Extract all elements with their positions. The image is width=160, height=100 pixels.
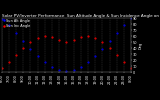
Line: Sun Inc Angle: Sun Inc Angle (1, 35, 132, 69)
Sun Inc Angle (22, 47, 24, 49)
Sun Inc Angle (80, 37, 82, 38)
Sun Inc Angle (1, 68, 3, 69)
Sun Inc Angle (51, 37, 53, 38)
Sun Inc Angle (29, 41, 31, 43)
Sun Alt Angle (15, 32, 17, 34)
Y-axis label: Deg: Deg (139, 41, 143, 49)
Sun Alt Angle (51, 67, 53, 68)
Sun Alt Angle (1, 19, 3, 20)
Sun Alt Angle (80, 67, 82, 68)
Sun Inc Angle (58, 40, 60, 41)
Sun Alt Angle (130, 17, 132, 19)
Sun Inc Angle (37, 37, 39, 38)
Sun Alt Angle (109, 40, 111, 41)
Sun Inc Angle (15, 55, 17, 56)
Sun Inc Angle (8, 62, 10, 63)
Sun Inc Angle (109, 47, 111, 49)
Line: Sun Alt Angle: Sun Alt Angle (1, 17, 132, 72)
Sun Inc Angle (123, 62, 125, 63)
Sun Inc Angle (116, 55, 118, 56)
Sun Alt Angle (8, 25, 10, 26)
Legend: Sun Alt Angle, Sun Inc Angle: Sun Alt Angle, Sun Inc Angle (2, 18, 30, 29)
Sun Alt Angle (22, 40, 24, 41)
Sun Alt Angle (123, 25, 125, 26)
Sun Alt Angle (37, 55, 39, 56)
Sun Inc Angle (73, 40, 75, 41)
Sun Alt Angle (116, 32, 118, 34)
Sun Alt Angle (73, 70, 75, 71)
Sun Inc Angle (101, 41, 103, 43)
Sun Alt Angle (29, 48, 31, 49)
Sun Inc Angle (44, 35, 46, 37)
Sun Inc Angle (87, 35, 89, 37)
Sun Inc Angle (65, 41, 67, 43)
Text: Solar PV/Inverter Performance  Sun Altitude Angle & Sun Incidence Angle on PV Pa: Solar PV/Inverter Performance Sun Altitu… (2, 14, 160, 18)
Sun Alt Angle (44, 62, 46, 63)
Sun Inc Angle (94, 37, 96, 38)
Sun Alt Angle (94, 55, 96, 56)
Sun Alt Angle (101, 48, 103, 49)
Sun Alt Angle (58, 70, 60, 71)
Sun Alt Angle (65, 71, 67, 72)
Sun Alt Angle (87, 62, 89, 63)
Sun Inc Angle (130, 68, 132, 69)
